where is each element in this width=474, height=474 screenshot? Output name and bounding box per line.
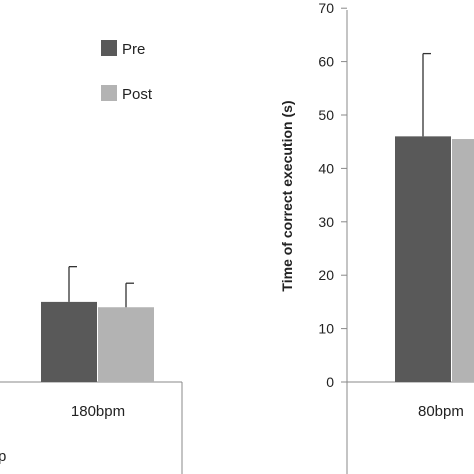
bar-pre [395,136,451,382]
y-tick-label: 70 [318,0,334,16]
right-panel: Time of correct execution (s) 0 10 20 30 40 5… [279,0,474,474]
bar-post [98,307,154,382]
left-bars [41,266,154,382]
bar-pre [41,301,97,382]
y-tick-label: 10 [318,321,334,337]
right-bars [395,52,474,382]
y-tick-label: 50 [318,107,334,123]
y-tick-label: 40 [318,160,334,176]
y-tick-label: 30 [318,214,334,230]
legend-label-post: Post [122,86,153,103]
bar-post [452,139,474,382]
y-tick-label: 0 [326,374,334,390]
y-ticks: 0 10 20 30 40 50 60 70 [318,0,347,390]
right-category-label: 80bpm [418,403,464,420]
left-partial-label: p [0,448,6,465]
legend-label-pre: Pre [122,41,145,58]
left-category-label: 180bpm [71,403,125,420]
left-panel: 180bpm p Pre Post [0,40,183,474]
y-tick-label: 20 [318,267,334,283]
y-tick-label: 60 [318,54,334,70]
legend-swatch-post [101,85,117,101]
legend-swatch-pre [101,40,117,56]
legend: Pre Post [101,40,153,103]
y-axis-title: Time of correct execution (s) [279,100,295,291]
